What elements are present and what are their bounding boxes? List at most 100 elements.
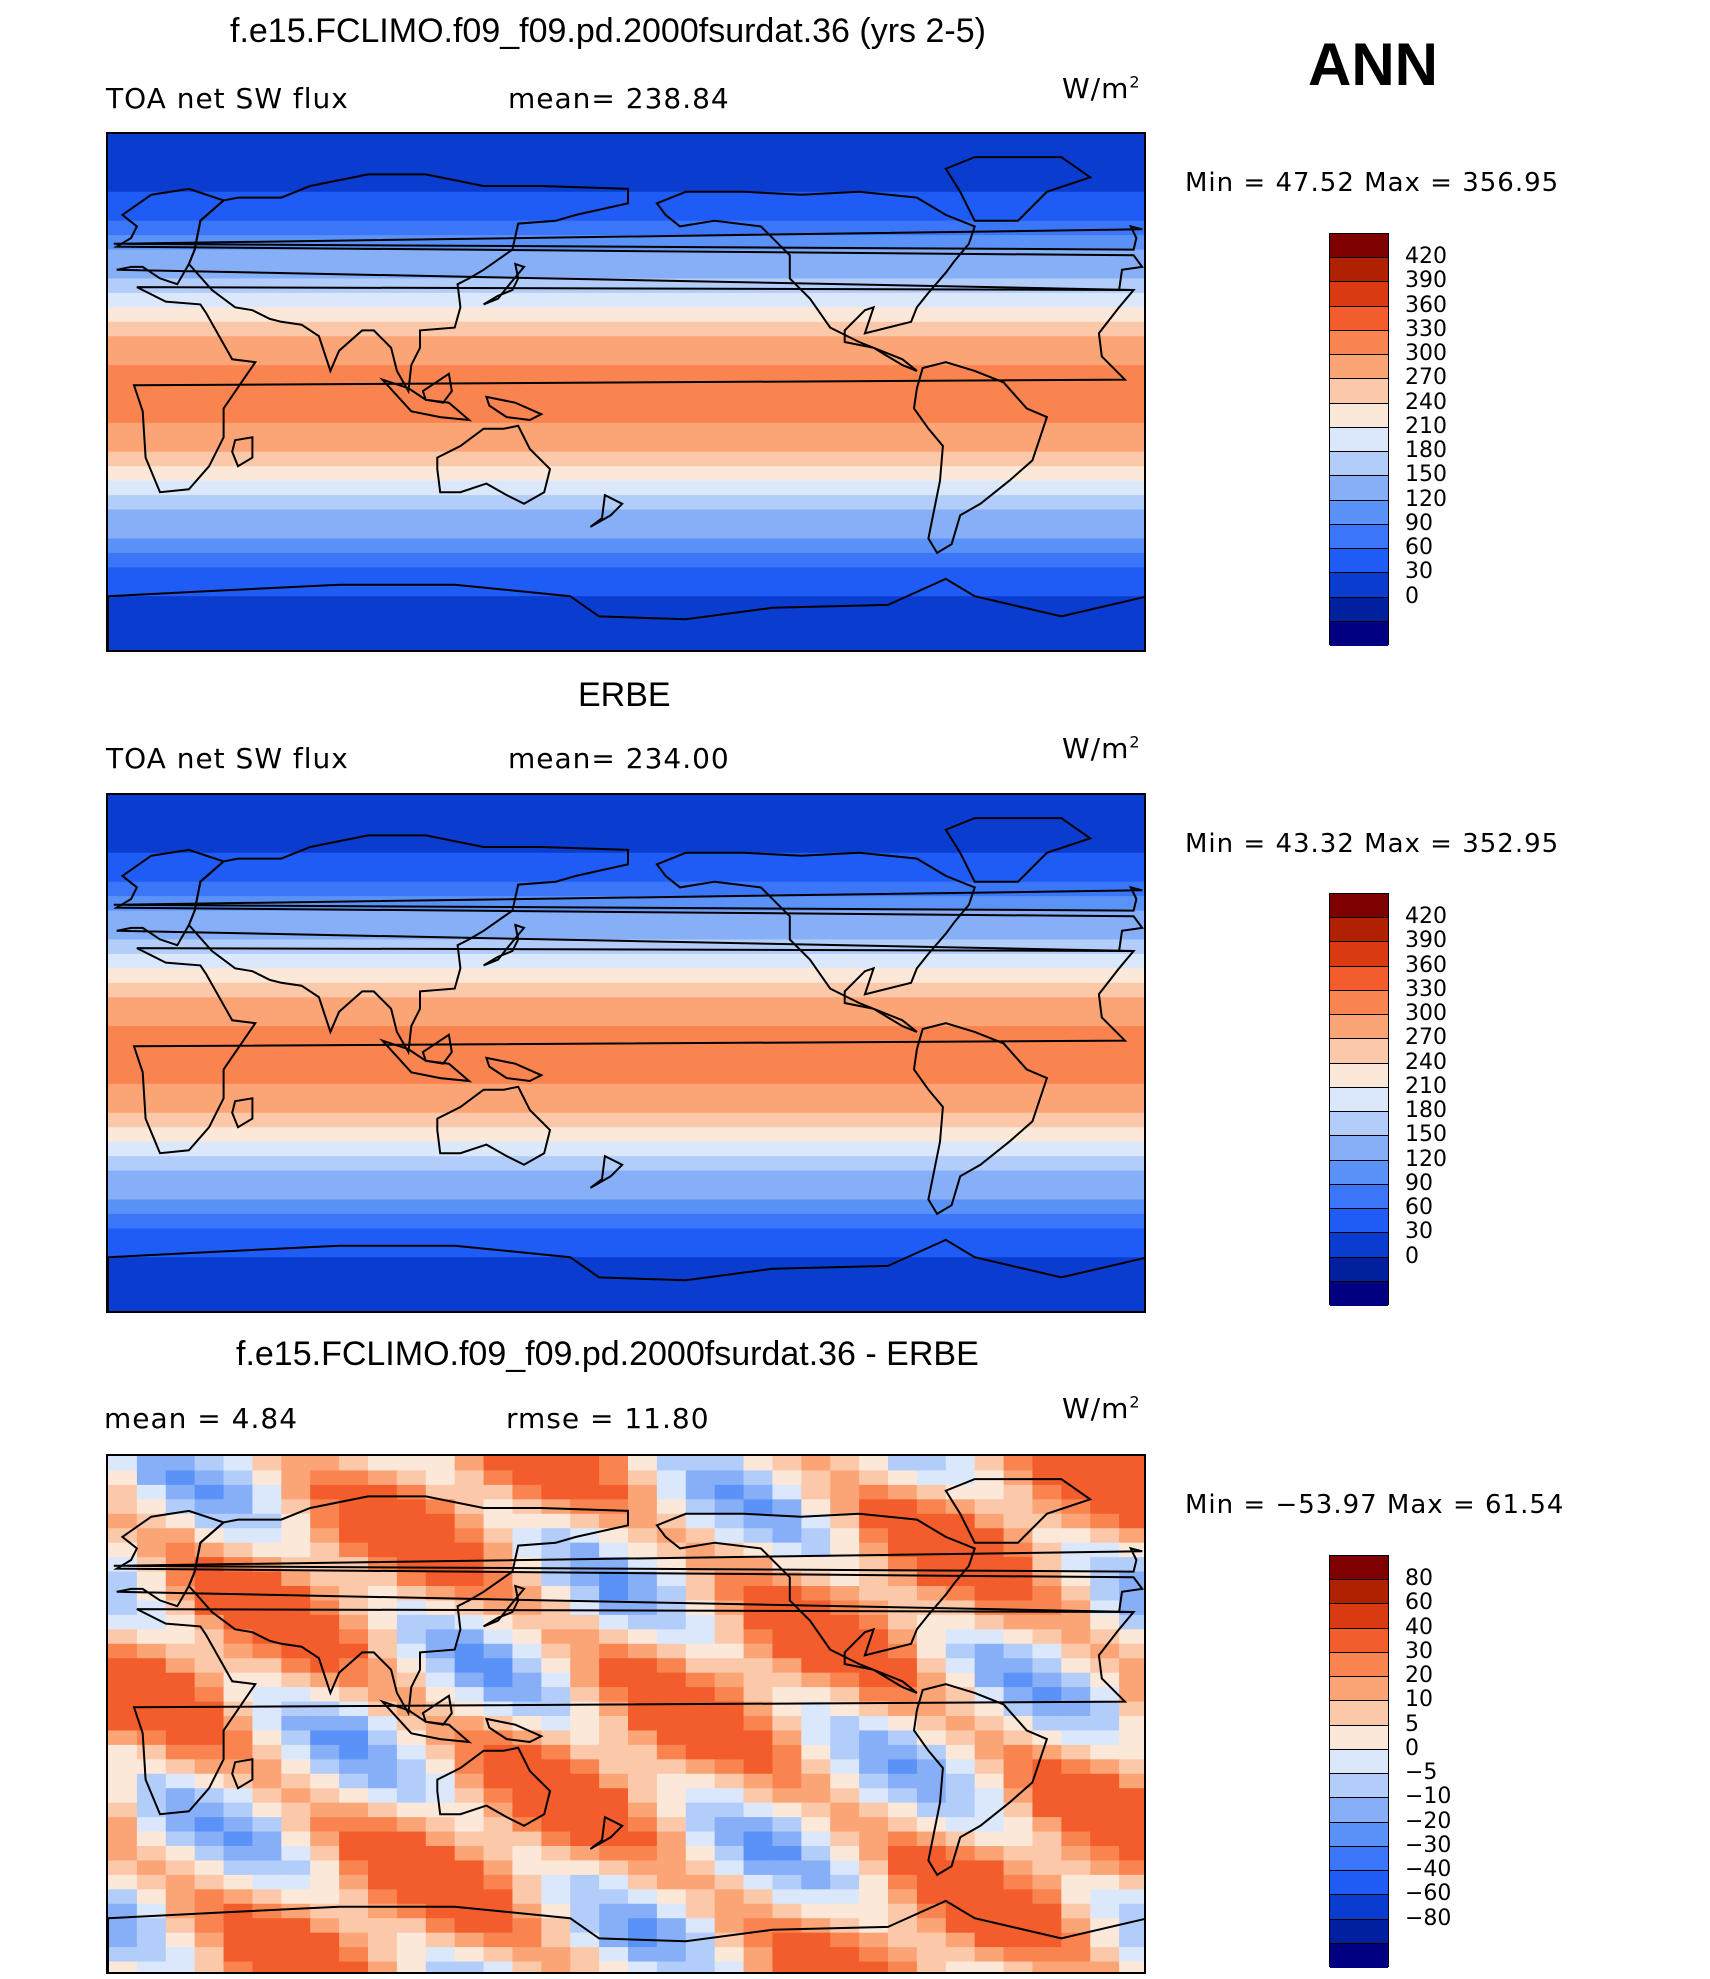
field-cell	[714, 1571, 745, 1587]
field-cell	[599, 1788, 629, 1804]
field-cell	[310, 1542, 340, 1558]
field-cell	[454, 1802, 485, 1818]
field-cell	[223, 1499, 253, 1515]
field-cell	[1119, 1643, 1144, 1659]
field-cell	[1061, 1470, 1091, 1486]
field-cell	[108, 867, 1144, 883]
field-cell	[223, 1961, 253, 1972]
field-cell	[310, 1773, 340, 1789]
field-cell	[339, 1932, 369, 1948]
panel2-colorbar-labels: 420 390 360 330 300 270 240 210 180 150 120 90 60 30 0	[1405, 893, 1485, 1305]
field-cell	[888, 1860, 918, 1876]
field-cell	[454, 1759, 485, 1775]
field-cell	[714, 1961, 745, 1972]
colorbar-tick-label: −10	[1405, 1784, 1452, 1810]
field-cell	[223, 1614, 253, 1630]
field-cell	[888, 1947, 918, 1963]
field-cell	[1032, 1586, 1062, 1601]
field-cell	[512, 1470, 542, 1486]
field-cell	[165, 1860, 196, 1876]
field-cell	[252, 1932, 282, 1948]
coastline	[436, 1085, 552, 1166]
field-cell	[656, 1687, 687, 1703]
field-cell	[830, 1730, 860, 1746]
field-cell	[656, 1586, 687, 1601]
field-cell	[714, 1860, 745, 1876]
field-cell	[830, 1542, 860, 1558]
field-cell	[1061, 1918, 1091, 1934]
colorbar-swatch	[1330, 1281, 1388, 1306]
field-cell	[368, 1817, 398, 1833]
field-cell	[108, 1932, 138, 1948]
panel1-colorbar-labels: 420 390 360 330 300 270 240 210 180 150 120 90 60 30 0	[1405, 233, 1485, 645]
field-cell	[714, 1788, 745, 1804]
field-cell	[310, 1456, 340, 1471]
field-cell	[599, 1846, 629, 1861]
field-cell	[281, 1614, 311, 1630]
field-cell	[1032, 1889, 1062, 1905]
field-cell	[974, 1557, 1005, 1573]
field-cell	[223, 1484, 253, 1500]
field-cell	[830, 1528, 860, 1544]
colorbar-tick-label: 180	[1405, 1098, 1447, 1124]
field-cell	[599, 1456, 629, 1471]
field-cell	[1119, 1730, 1144, 1746]
field-cell	[454, 1470, 485, 1486]
field-cell	[165, 1788, 196, 1804]
field-cell	[1003, 1513, 1033, 1529]
field-cell	[916, 1903, 947, 1919]
field-cell	[628, 1687, 658, 1703]
field-cell	[281, 1672, 311, 1688]
field-cell	[1119, 1932, 1144, 1948]
field-cell	[628, 1542, 658, 1558]
field-cell	[945, 1817, 976, 1833]
colorbar-swatch	[1330, 549, 1388, 574]
colorbar-swatch	[1330, 330, 1388, 356]
field-cell	[888, 1918, 918, 1934]
field-cell	[1032, 1846, 1062, 1861]
field-cell	[425, 1874, 456, 1890]
field-cell	[165, 1846, 196, 1861]
field-cell	[396, 1643, 427, 1659]
field-cell	[310, 1874, 340, 1890]
colorbar-swatch	[1330, 1580, 1388, 1605]
field-cell	[801, 1860, 831, 1876]
field-cell	[859, 1788, 889, 1804]
field-cell	[483, 1499, 513, 1515]
field-cell	[310, 1687, 340, 1703]
field-cell	[483, 1643, 513, 1659]
coastline	[231, 1097, 254, 1129]
field-cell	[223, 1513, 253, 1529]
units-text: W/m	[1062, 1392, 1130, 1425]
field-cell	[541, 1586, 571, 1601]
field-cell	[1032, 1672, 1062, 1688]
field-cell	[252, 1470, 282, 1486]
coastline	[944, 817, 1093, 883]
field-cell	[1003, 1600, 1033, 1616]
field-cell	[483, 1961, 513, 1972]
field-cell	[656, 1903, 687, 1919]
field-cell	[859, 1961, 889, 1972]
field-cell	[743, 1903, 773, 1919]
field-cell	[801, 1513, 831, 1529]
field-cell	[368, 1730, 398, 1746]
field-cell	[570, 1614, 600, 1630]
coastline	[108, 1238, 1144, 1311]
colorbar-swatch	[1330, 1749, 1388, 1775]
field-cell	[570, 1499, 600, 1515]
field-cell	[165, 1629, 196, 1645]
field-cell	[368, 1846, 398, 1861]
field-cell	[685, 1759, 716, 1775]
colorbar-tick-label: 180	[1405, 438, 1447, 464]
field-cell	[425, 1528, 456, 1544]
field-cell	[281, 1759, 311, 1775]
field-cell	[483, 1846, 513, 1861]
field-cell	[194, 1542, 225, 1558]
colorbar-swatch	[1330, 258, 1388, 283]
field-cell	[108, 567, 1144, 583]
field-cell	[541, 1918, 571, 1934]
field-cell	[1032, 1788, 1062, 1804]
field-cell	[599, 1817, 629, 1833]
field-cell	[108, 1069, 1144, 1085]
season-label: ANN	[1308, 31, 1438, 98]
